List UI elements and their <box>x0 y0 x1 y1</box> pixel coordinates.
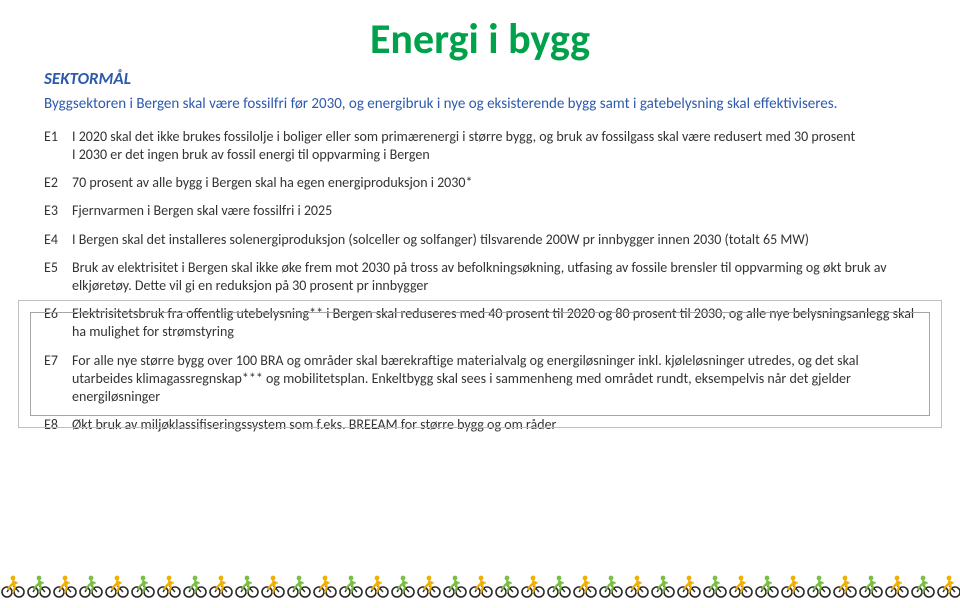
goal-text: Elektrisitetsbruk fra offentlig utebelys… <box>72 305 916 341</box>
cyclist-icon <box>728 572 754 598</box>
cyclist-icon <box>780 572 806 598</box>
cyclist-icon <box>910 572 936 598</box>
cyclist-icon <box>312 572 338 598</box>
goal-text: Bruk av elektrisitet i Bergen skal ikke … <box>72 259 916 295</box>
goal-item: E6Elektrisitetsbruk fra offentlig utebel… <box>44 305 916 341</box>
cyclist-icon <box>650 572 676 598</box>
goal-code: E8 <box>44 416 72 434</box>
cyclist-icon <box>884 572 910 598</box>
cyclist-icon <box>26 572 52 598</box>
cyclist-icon <box>858 572 884 598</box>
goal-text: I 2020 skal det ikke brukes fossilolje i… <box>72 128 916 164</box>
goal-item: E5Bruk av elektrisitet i Bergen skal ikk… <box>44 259 916 295</box>
goal-text: Fjernvarmen i Bergen skal være fossilfri… <box>72 202 916 220</box>
goal-item: E4I Bergen skal det installeres solenerg… <box>44 231 916 249</box>
cyclist-icon <box>156 572 182 598</box>
goal-item: E270 prosent av alle bygg i Bergen skal … <box>44 174 916 192</box>
goal-code: E7 <box>44 352 72 407</box>
cyclist-band <box>0 572 960 602</box>
cyclist-icon <box>78 572 104 598</box>
cyclist-icon <box>494 572 520 598</box>
cyclist-icon <box>52 572 78 598</box>
cyclist-icon <box>520 572 546 598</box>
cyclist-icon <box>702 572 728 598</box>
cyclist-icon <box>416 572 442 598</box>
cyclist-icon <box>260 572 286 598</box>
goal-code: E3 <box>44 202 72 220</box>
cyclist-icon <box>806 572 832 598</box>
cyclist-icon <box>572 572 598 598</box>
goal-item: E3Fjernvarmen i Bergen skal være fossilf… <box>44 202 916 220</box>
cyclist-icon <box>0 572 26 598</box>
sector-label: SEKTORMÅL <box>44 68 916 89</box>
goal-code: E5 <box>44 259 72 295</box>
cyclist-icon <box>598 572 624 598</box>
cyclist-icon <box>286 572 312 598</box>
cyclist-icon <box>546 572 572 598</box>
goal-code: E4 <box>44 231 72 249</box>
goal-list: E1I 2020 skal det ikke brukes fossilolje… <box>44 128 916 434</box>
goal-code: E1 <box>44 128 72 164</box>
cyclist-icon <box>364 572 390 598</box>
goal-code: E6 <box>44 305 72 341</box>
cyclist-icon <box>676 572 702 598</box>
cyclist-icon <box>338 572 364 598</box>
cyclist-icon <box>104 572 130 598</box>
slide: Energi i bygg SEKTORMÅL Byggsektoren i B… <box>0 0 960 608</box>
slide-title: Energi i bygg <box>44 18 916 62</box>
cyclist-icon <box>182 572 208 598</box>
goal-item: E1I 2020 skal det ikke brukes fossilolje… <box>44 128 916 164</box>
intro-paragraph: Byggsektoren i Bergen skal være fossilfr… <box>44 95 916 114</box>
cyclist-icon <box>442 572 468 598</box>
cyclist-icon <box>130 572 156 598</box>
cyclist-icon <box>390 572 416 598</box>
cyclist-icon <box>936 572 960 598</box>
goal-text: Økt bruk av miljøklassifiseringssystem s… <box>72 416 916 434</box>
cyclist-icon <box>832 572 858 598</box>
goal-text: I Bergen skal det installeres solenergip… <box>72 231 916 249</box>
cyclist-icon <box>754 572 780 598</box>
goal-item: E7For alle nye større bygg over 100 BRA … <box>44 352 916 407</box>
cyclist-icon <box>234 572 260 598</box>
goal-text: For alle nye større bygg over 100 BRA og… <box>72 352 916 407</box>
goal-item: E8Økt bruk av miljøklassifiseringssystem… <box>44 416 916 434</box>
cyclist-icon <box>624 572 650 598</box>
goal-code: E2 <box>44 174 72 192</box>
goal-text: 70 prosent av alle bygg i Bergen skal ha… <box>72 174 916 192</box>
cyclist-icon <box>468 572 494 598</box>
cyclist-icon <box>208 572 234 598</box>
